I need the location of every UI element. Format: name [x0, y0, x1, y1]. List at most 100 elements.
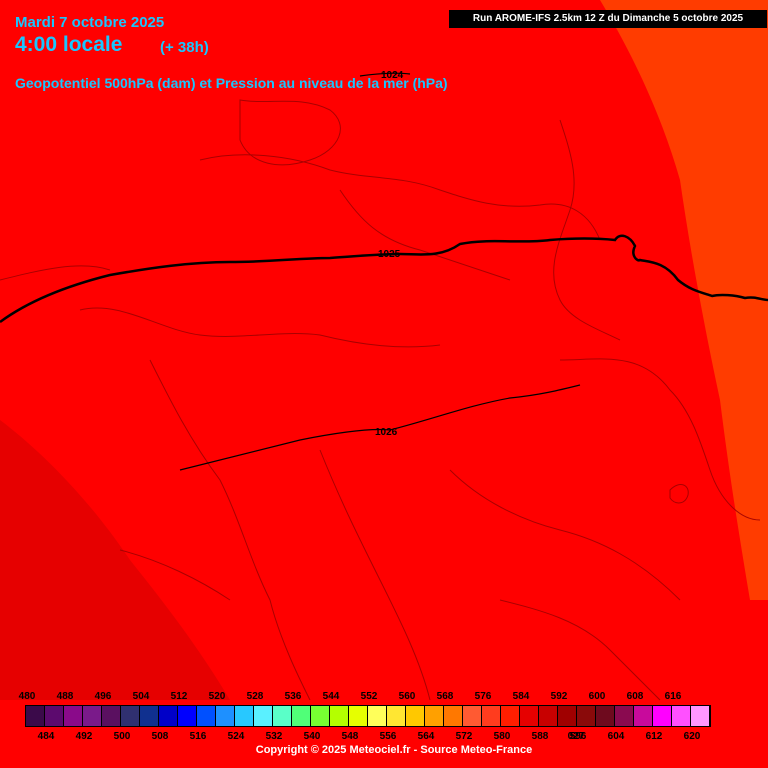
legend-tick-label: 516 [189, 731, 207, 742]
legend-tick-label: 496 [94, 691, 112, 702]
legend-tick-label: 536 [284, 691, 302, 702]
legend-tick-label: 504 [132, 691, 150, 702]
isobar-line-1025 [0, 234, 768, 324]
legend-tick-label: 512 [170, 691, 188, 702]
legend-tick-label: 604 [607, 731, 625, 742]
legend-swatch [273, 706, 292, 726]
legend-swatch [691, 706, 710, 726]
borders [0, 99, 761, 701]
legend-tick-label: 600 [588, 691, 606, 702]
legend-swatch [482, 706, 501, 726]
legend-swatch [178, 706, 197, 726]
border-region-2 [149, 359, 311, 701]
map-description: Geopotentiel 500hPa (dam) et Pression au… [15, 75, 448, 91]
legend-swatch [387, 706, 406, 726]
legend-swatch [83, 706, 102, 726]
legend-tick-label: 508 [151, 731, 169, 742]
legend-swatch [311, 706, 330, 726]
border-region-6 [339, 189, 511, 281]
legend-tick-label: 480 [18, 691, 36, 702]
legend-swatch [444, 706, 463, 726]
legend-tick-label: 488 [56, 691, 74, 702]
legend-swatch [102, 706, 121, 726]
copyright-notice: Copyright © 2025 Meteociel.fr - Source M… [255, 744, 533, 756]
legend-tick-label: 556 [379, 731, 397, 742]
legend-tick-label: 520 [208, 691, 226, 702]
legend-swatch [140, 706, 159, 726]
legend-swatch [26, 706, 45, 726]
legend-swatch [159, 706, 178, 726]
legend-tick-label: 500 [113, 731, 131, 742]
legend-swatch [45, 706, 64, 726]
isobar-line-1026 [179, 384, 581, 471]
isobar-label-1024: 1024 [381, 70, 404, 81]
legend-swatch [368, 706, 387, 726]
legend-tick-label: 564 [417, 731, 435, 742]
legend-tick-label: 588 [531, 731, 549, 742]
model-run-info: Run AROME-IFS 2.5km 12 Z du Dimanche 5 o… [449, 10, 767, 28]
legend-swatch [235, 706, 254, 726]
border-region-1 [79, 307, 441, 348]
legend-swatch [330, 706, 349, 726]
legend-swatch [349, 706, 368, 726]
border-region-3 [319, 449, 431, 701]
isobar-label-1026: 1026 [375, 427, 398, 438]
island-east [669, 484, 689, 504]
legend-overlay-label: 027 [567, 731, 585, 742]
coastline-north [239, 99, 341, 166]
legend-swatch [596, 706, 615, 726]
legend-swatch [634, 706, 653, 726]
legend-swatch [216, 706, 235, 726]
border-region-8 [119, 549, 231, 601]
forecast-time: 4:00 locale [15, 33, 123, 56]
legend-swatch [425, 706, 444, 726]
isobar-label-1025: 1025 [378, 249, 401, 260]
legend-swatch [615, 706, 634, 726]
legend-tick-label: 532 [265, 731, 283, 742]
forecast-lead-time: (+ 38h) [160, 39, 209, 56]
legend-swatch [653, 706, 672, 726]
legend-swatch [520, 706, 539, 726]
legend-tick-label: 484 [37, 731, 55, 742]
border-central [553, 119, 621, 341]
legend-tick-label: 544 [322, 691, 340, 702]
border-region-4 [449, 469, 681, 601]
legend-tick-label: 592 [550, 691, 568, 702]
legend-tick-label: 528 [246, 691, 264, 702]
legend-color-bar [25, 705, 711, 727]
border-east-south [559, 358, 761, 521]
legend-tick-label: 572 [455, 731, 473, 742]
legend-swatch [672, 706, 691, 726]
border-region-5 [499, 599, 661, 701]
legend-swatch [197, 706, 216, 726]
legend-tick-label: 616 [664, 691, 682, 702]
legend-swatch [558, 706, 577, 726]
legend-tick-label: 552 [360, 691, 378, 702]
isobar-line-1024 [359, 72, 411, 77]
legend-swatch [121, 706, 140, 726]
forecast-date: Mardi 7 octobre 2025 [15, 14, 165, 31]
legend-tick-label: 612 [645, 731, 663, 742]
legend-tick-label: 560 [398, 691, 416, 702]
border-benelux [199, 154, 601, 241]
west-darker-region [0, 420, 230, 700]
legend-swatch [501, 706, 520, 726]
legend-swatch [64, 706, 83, 726]
legend-tick-label: 492 [75, 731, 93, 742]
legend-swatch [539, 706, 558, 726]
east-orange-region [600, 0, 768, 600]
isobars [0, 72, 768, 471]
legend-swatch [577, 706, 596, 726]
legend-swatch [292, 706, 311, 726]
legend-tick-label: 596 [569, 731, 587, 742]
legend-tick-label: 608 [626, 691, 644, 702]
legend-tick-label: 540 [303, 731, 321, 742]
isobar-labels: 1024 1025 1026 [375, 70, 404, 438]
legend-tick-label: 620 [683, 731, 701, 742]
legend-tick-label: 568 [436, 691, 454, 702]
border-region-7 [0, 265, 111, 281]
legend-swatch [406, 706, 425, 726]
legend-tick-label: 524 [227, 731, 245, 742]
legend-swatch [254, 706, 273, 726]
legend-tick-label: 584 [512, 691, 530, 702]
